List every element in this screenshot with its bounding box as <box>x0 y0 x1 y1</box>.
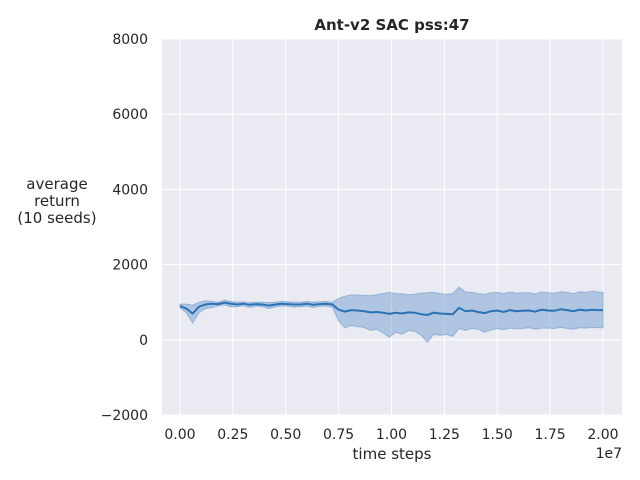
y-tick-label: 2000 <box>112 258 148 274</box>
y-axis-label-line-2: return <box>34 192 80 210</box>
y-tick-label: 6000 <box>112 107 148 123</box>
y-axis-label-line-3: (10 seeds) <box>17 209 96 227</box>
x-offset-label: 1e7 <box>596 446 622 462</box>
x-tick-label: 1.75 <box>535 427 566 443</box>
x-tick-label: 1.00 <box>376 427 407 443</box>
x-tick-label: 0.50 <box>270 427 301 443</box>
plot-background <box>162 39 622 415</box>
x-tick-label: 2.00 <box>587 427 618 443</box>
y-tick-label: −2000 <box>101 408 148 424</box>
confidence-band <box>179 286 604 343</box>
x-axis-label: time steps <box>353 445 432 463</box>
y-tick-label: 4000 <box>112 182 148 198</box>
x-tick-label: 1.25 <box>429 427 460 443</box>
x-tick-label: 1.50 <box>482 427 513 443</box>
x-tick-label: 0.25 <box>217 427 248 443</box>
chart-title: Ant-v2 SAC pss:47 <box>314 16 469 34</box>
mean-line <box>179 301 603 317</box>
y-axis-label-line-1: average <box>26 175 87 193</box>
y-tick-label: 0 <box>139 333 148 349</box>
series-line <box>179 301 603 317</box>
y-tick-label: 8000 <box>112 32 148 48</box>
grid-lines <box>162 38 622 416</box>
x-tick-label: 0.75 <box>323 427 354 443</box>
x-tick-label: 0.00 <box>164 427 195 443</box>
y-tick-labels: −2000 0 2000 4000 6000 8000 <box>101 32 148 424</box>
x-tick-labels: 0.00 0.25 0.50 0.75 1.00 1.25 1.50 1.75 2.00 <box>164 427 618 443</box>
series-band <box>179 286 604 343</box>
